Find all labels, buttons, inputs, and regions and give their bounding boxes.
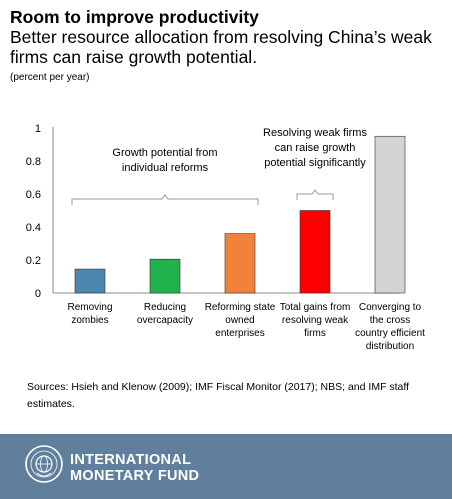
y-tick-label: 0.8 (26, 156, 41, 168)
bar-chart: 0 0.2 0.4 0.6 0.8 1 Removing zombies Reducing ove… (26, 123, 425, 352)
bar (224, 233, 256, 294)
category-label: enterprises (215, 328, 264, 339)
annotation-text: individual reforms (122, 162, 209, 174)
chart-title: Room to improve productivity (10, 7, 259, 27)
imf-seal-icon (25, 445, 63, 483)
category-label: resolving weak (282, 315, 349, 326)
imf-wordmark: INTERNATIONAL MONETARY FUND (70, 452, 199, 484)
annotation-text: can raise growth (275, 142, 356, 154)
annotation-bracket (296, 189, 334, 200)
annotation-bracket (71, 194, 259, 205)
y-tick-label: 0.6 (26, 189, 41, 201)
brand-line-2: MONETARY FUND (70, 468, 200, 484)
bar (374, 135, 406, 294)
chart-subtitle: Better resource allocation from resolvin… (10, 27, 432, 67)
category-label: firms (304, 328, 326, 339)
category-label: country efficient (355, 328, 425, 339)
category-label: Converging to (359, 302, 422, 313)
y-tick-label: 0.4 (26, 222, 41, 234)
category-label: zombies (71, 315, 108, 326)
category-label: Removing (67, 302, 112, 313)
y-axis-units: (percent per year) (10, 72, 90, 83)
category-label: Reforming state (205, 302, 276, 313)
category-label: Reducing (144, 302, 186, 313)
sources-note: Sources: Hsieh and Klenow (2009); IMF Fi… (27, 381, 410, 410)
category-label: Total gains from (280, 302, 351, 313)
y-tick-label: 0 (35, 288, 41, 300)
brand-line-1: INTERNATIONAL (70, 452, 192, 468)
bar (299, 210, 331, 294)
category-label: distribution (366, 341, 414, 352)
y-tick-label: 1 (35, 123, 41, 135)
annotation-text: Growth potential from (112, 147, 217, 159)
category-label: overcapacity (137, 315, 193, 326)
annotation-text: Resolving weak firms (263, 127, 367, 139)
category-label: the cross (370, 315, 411, 326)
footer-banner: INTERNATIONAL MONETARY FUND (0, 434, 452, 499)
bar (149, 258, 181, 294)
y-tick-label: 0.2 (26, 255, 41, 267)
annotation-text: potential significantly (264, 157, 366, 169)
category-label: owned (225, 315, 254, 326)
bar (74, 268, 106, 294)
